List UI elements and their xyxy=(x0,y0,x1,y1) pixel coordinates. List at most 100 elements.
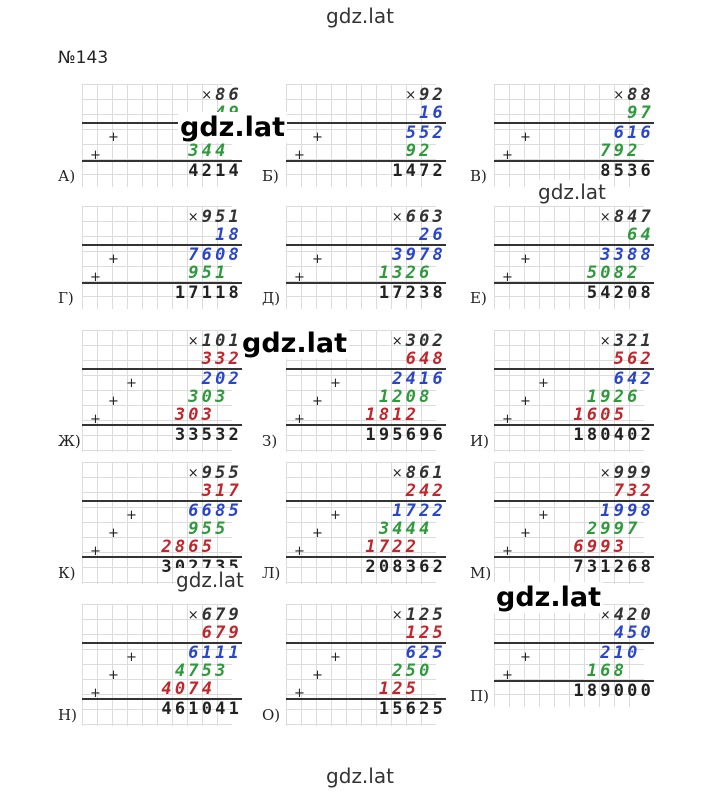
grid-background xyxy=(82,330,232,452)
calc-row: 92 xyxy=(405,141,446,161)
calc-row: 1722 xyxy=(365,537,446,557)
grid-background xyxy=(82,462,232,584)
plus-sign: + xyxy=(312,252,323,267)
multiply-sign: × xyxy=(613,88,625,103)
multiplication-problem: 679 × 679 6111 4753 4074 461041 + + + Н) xyxy=(58,604,248,726)
calc-row: 64 xyxy=(627,225,654,245)
calc-row: 732 xyxy=(613,481,654,501)
plus-sign: + xyxy=(502,148,513,163)
watermark-overlay: gdz.lat xyxy=(538,180,606,204)
calc-row: 26 xyxy=(419,225,446,245)
plus-sign: + xyxy=(294,686,305,701)
result-row: 189000 xyxy=(494,680,654,700)
problem-label: К) xyxy=(58,564,76,582)
calc-row: 3978 xyxy=(286,244,446,264)
plus-sign: + xyxy=(294,270,305,285)
result-row: 4214 xyxy=(82,160,242,180)
multiplication-problem: 321 × 562 642 1926 1605 180402 + + + И) xyxy=(470,330,660,452)
result-row: 195696 xyxy=(286,424,446,444)
grid-background xyxy=(494,330,644,452)
calc-row: 344 xyxy=(188,141,242,161)
calc-row: 642 xyxy=(494,368,654,388)
problem-label: Ж) xyxy=(58,432,81,450)
plus-sign: + xyxy=(312,130,323,145)
calc-row: 18 xyxy=(215,225,242,245)
calc-row: 210 xyxy=(494,642,654,662)
calc-row: 562 xyxy=(613,349,654,369)
plus-sign: + xyxy=(502,270,513,285)
column-calculation: 125 × 125 625 250 125 15625 + + + xyxy=(286,606,446,718)
result-row: 8536 xyxy=(494,160,654,180)
calc-row: 125 xyxy=(405,605,446,625)
plus-sign: + xyxy=(502,544,513,559)
column-calculation: 951 × 18 7608 951 17118 + + xyxy=(82,208,242,302)
plus-sign: + xyxy=(312,526,323,541)
plus-sign: + xyxy=(90,270,101,285)
column-calculation: 663 × 26 3978 1326 17238 + + xyxy=(286,208,446,302)
calc-row: 450 xyxy=(613,623,654,643)
calc-row: 2865 xyxy=(161,537,242,557)
multiply-sign: × xyxy=(391,466,403,481)
multiply-sign: × xyxy=(391,334,403,349)
watermark-overlay: gdz.lat xyxy=(178,112,288,143)
column-calculation: 847 × 64 3388 5082 54208 + + xyxy=(494,208,654,302)
column-calculation: 92 × 16 552 92 1472 + + xyxy=(286,86,446,180)
plus-sign: + xyxy=(294,412,305,427)
result-row: 15625 xyxy=(286,698,446,718)
calc-row: 2416 xyxy=(286,368,446,388)
grid-background xyxy=(494,462,644,584)
multiply-sign: × xyxy=(187,210,199,225)
column-calculation: 302 × 648 2416 1208 1812 195696 + + + xyxy=(286,332,446,444)
calc-row: 125 xyxy=(378,679,446,699)
calc-row: 1722 xyxy=(286,500,446,520)
problem-label: Г) xyxy=(58,289,74,307)
calc-row: 951 xyxy=(188,263,242,283)
plus-sign: + xyxy=(330,376,341,391)
problem-label: Л) xyxy=(262,564,281,582)
grid-background xyxy=(286,206,436,309)
column-calculation: 420 × 450 210 168 189000 + + xyxy=(494,606,654,700)
plus-sign: + xyxy=(126,508,137,523)
exercise-number: №143 xyxy=(58,48,109,68)
grid-background xyxy=(286,462,436,584)
plus-sign: + xyxy=(294,148,305,163)
multiplication-problem: 999 × 732 1998 2997 6993 731268 + + + М) xyxy=(470,462,660,584)
plus-sign: + xyxy=(126,650,137,665)
plus-sign: + xyxy=(520,252,531,267)
column-calculation: 88 × 97 616 792 8536 + + xyxy=(494,86,654,180)
calc-row: 1208 xyxy=(378,387,446,407)
plus-sign: + xyxy=(90,148,101,163)
calc-row: 1812 xyxy=(365,405,446,425)
calc-row: 97 xyxy=(627,103,654,123)
calc-row: 317 xyxy=(201,481,242,501)
plus-sign: + xyxy=(330,508,341,523)
problem-label: А) xyxy=(58,167,76,185)
grid-background xyxy=(286,604,436,726)
plus-sign: + xyxy=(108,668,119,683)
plus-sign: + xyxy=(108,252,119,267)
problem-label: М) xyxy=(470,564,492,582)
watermark-overlay: gdz.lat xyxy=(240,328,350,359)
plus-sign: + xyxy=(520,650,531,665)
problem-label: З) xyxy=(262,432,278,450)
calc-row: 3444 xyxy=(378,519,446,539)
problem-label: О) xyxy=(262,706,281,724)
plus-sign: + xyxy=(126,376,137,391)
plus-sign: + xyxy=(520,130,531,145)
grid-background xyxy=(494,604,644,707)
calc-row: 679 xyxy=(201,623,242,643)
calc-row: 92 xyxy=(419,85,446,105)
calc-row: 847 xyxy=(613,207,654,227)
multiplication-problem: 101 × 332 202 303 303 33532 + + + Ж) xyxy=(58,330,248,452)
calc-row: 303 xyxy=(174,405,242,425)
calc-row: 125 xyxy=(405,623,446,643)
calc-row: 4753 xyxy=(174,661,242,681)
result-row: 461041 xyxy=(82,698,242,718)
multiplication-problem: 125 × 125 625 250 125 15625 + + + О) xyxy=(262,604,452,726)
multiply-sign: × xyxy=(599,608,611,623)
plus-sign: + xyxy=(502,412,513,427)
calc-row: 302 xyxy=(405,331,446,351)
problem-label: В) xyxy=(470,167,487,185)
plus-sign: + xyxy=(90,686,101,701)
calc-row: 420 xyxy=(613,605,654,625)
